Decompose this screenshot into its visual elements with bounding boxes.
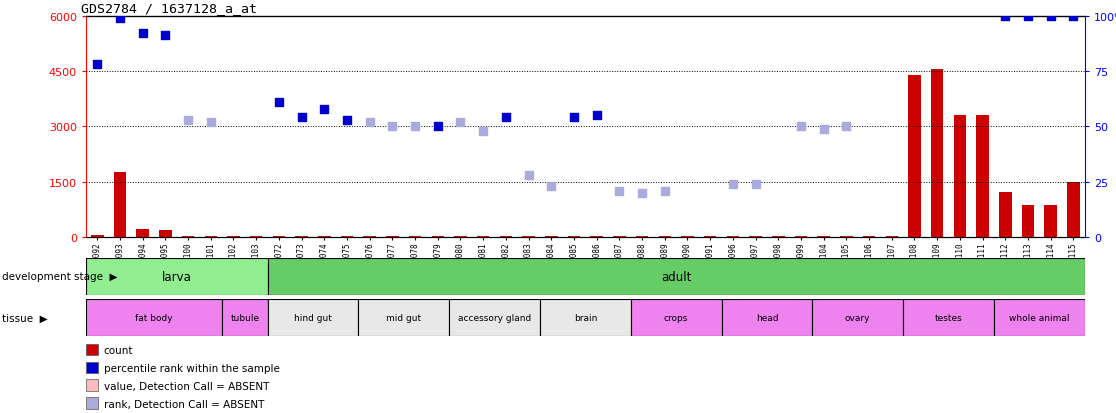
Bar (268, 299, 358, 337)
Bar (222, 299, 268, 337)
Point (1041, 14, 1059, 21)
Point (724, 181, 742, 188)
Bar (432, 236, 444, 237)
Bar (228, 236, 240, 237)
Bar (954, 116, 966, 237)
Point (134, 31, 152, 38)
Point (747, 181, 764, 188)
Point (88, 62, 106, 69)
Point (633, 190, 651, 197)
Point (542, 183, 560, 190)
Text: head: head (756, 313, 778, 323)
Point (202, 119, 220, 126)
Point (520, 172, 538, 179)
Point (815, 126, 833, 133)
Bar (931, 70, 943, 237)
Bar (114, 173, 126, 237)
Bar (1022, 205, 1035, 237)
Bar (358, 299, 449, 337)
Text: brain: brain (574, 313, 597, 323)
Text: crops: crops (664, 313, 689, 323)
Point (180, 117, 198, 123)
Bar (812, 299, 903, 337)
Text: ovary: ovary (845, 313, 870, 323)
Bar (999, 192, 1011, 237)
Bar (976, 116, 989, 237)
Bar (449, 299, 540, 337)
Point (112, 15, 129, 22)
Point (1065, 14, 1083, 21)
Bar (268, 258, 1085, 295)
Text: adult: adult (661, 270, 691, 283)
Point (429, 124, 446, 131)
Bar (136, 229, 148, 237)
Point (474, 128, 492, 135)
Bar (1045, 205, 1057, 237)
Text: whole animal: whole animal (1009, 313, 1069, 323)
Point (156, 33, 174, 40)
Text: testes: testes (935, 313, 962, 323)
Bar (908, 76, 921, 237)
Bar (903, 299, 994, 337)
Text: GDS2784 / 1637128_a_at: GDS2784 / 1637128_a_at (81, 2, 257, 15)
Point (316, 106, 334, 113)
Point (792, 124, 810, 131)
Bar (631, 299, 722, 337)
Text: mid gut: mid gut (386, 313, 422, 323)
Point (338, 117, 356, 123)
Bar (92, 236, 104, 237)
Bar (250, 236, 262, 237)
Point (565, 115, 583, 121)
Point (292, 115, 310, 121)
Point (588, 113, 606, 119)
Text: rank, Detection Call = ABSENT: rank, Detection Call = ABSENT (104, 399, 264, 409)
Point (452, 119, 470, 126)
Point (1019, 14, 1037, 21)
Bar (1067, 182, 1079, 237)
Text: larva: larva (162, 270, 192, 283)
Text: accessory gland: accessory gland (458, 313, 531, 323)
Point (270, 100, 288, 106)
Bar (160, 231, 172, 237)
Bar (86, 299, 222, 337)
Point (656, 188, 674, 195)
Bar (540, 299, 631, 337)
Text: tissue  ▶: tissue ▶ (2, 313, 48, 323)
Text: hind gut: hind gut (294, 313, 331, 323)
Text: percentile rank within the sample: percentile rank within the sample (104, 363, 280, 373)
Bar (722, 299, 812, 337)
Bar (86, 258, 268, 295)
Text: development stage  ▶: development stage ▶ (2, 272, 117, 282)
Bar (182, 236, 194, 237)
Text: tubule: tubule (230, 313, 259, 323)
Point (837, 124, 855, 131)
Point (997, 14, 1014, 21)
Point (406, 124, 424, 131)
Point (610, 188, 628, 195)
Text: count: count (104, 346, 133, 356)
Point (384, 124, 402, 131)
Point (497, 115, 514, 121)
Point (360, 119, 378, 126)
Bar (408, 236, 422, 237)
Text: value, Detection Call = ABSENT: value, Detection Call = ABSENT (104, 381, 269, 391)
Bar (994, 299, 1085, 337)
Text: fat body: fat body (135, 313, 173, 323)
